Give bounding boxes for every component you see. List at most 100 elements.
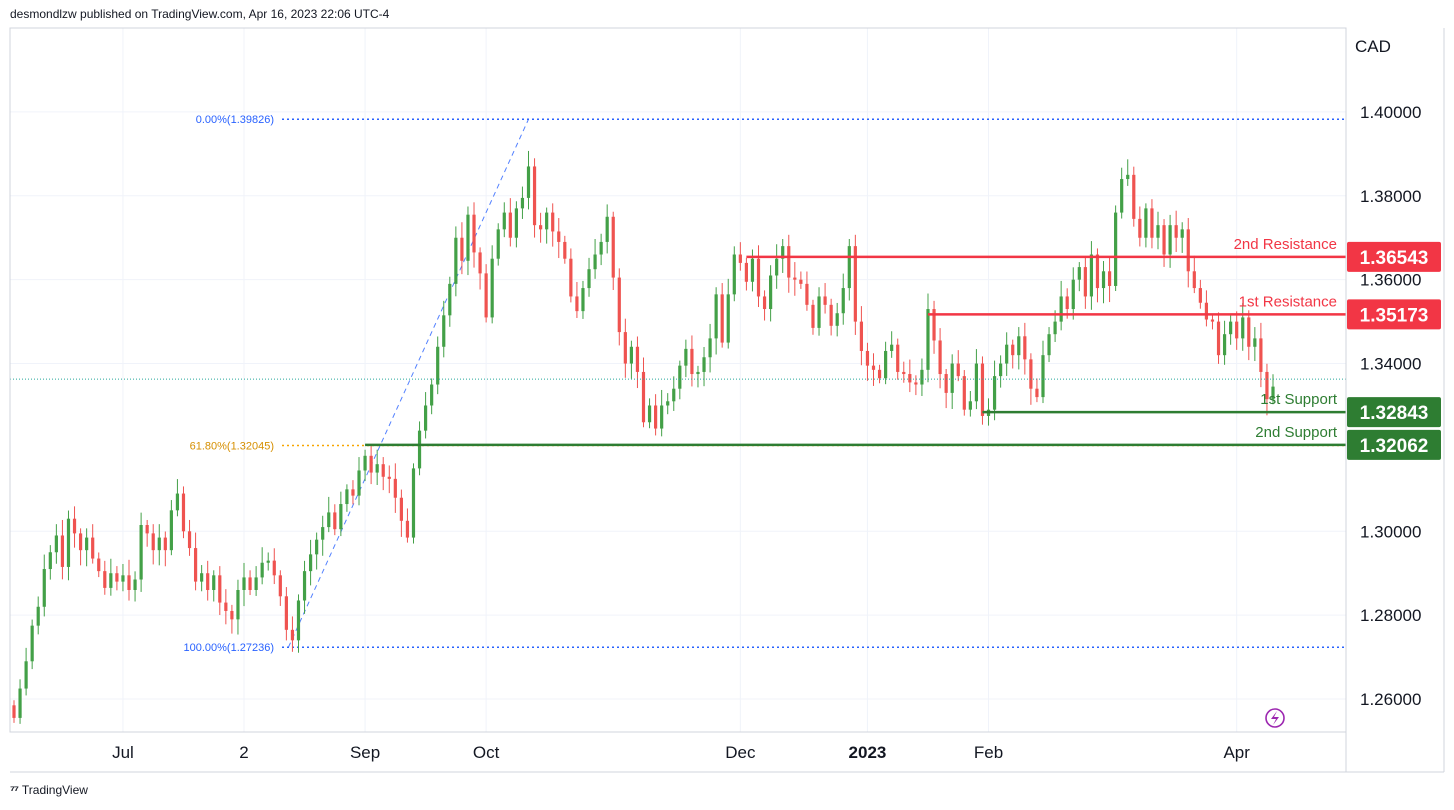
lightning-icon[interactable]	[1265, 708, 1285, 728]
candle-body	[436, 346, 440, 385]
fibonacci-retracement[interactable]: 0.00%(1.39826) 61.80%(1.32045) 100.00%(1.2…	[183, 114, 1346, 654]
candle-body	[1168, 225, 1172, 255]
x-tick-label: 2023	[849, 743, 887, 762]
y-tick-label: 1.34000	[1360, 355, 1421, 374]
candle-body	[932, 309, 936, 341]
candle-body	[248, 577, 252, 590]
y-tick-label-partial: 1.42000	[1360, 19, 1421, 38]
candle-body	[478, 252, 482, 274]
candle-body	[399, 497, 403, 521]
candle-body	[950, 363, 954, 393]
candle-body	[169, 510, 173, 551]
y-tick-label: 1.36000	[1360, 271, 1421, 290]
candle-body	[787, 246, 791, 278]
candle-body	[163, 537, 167, 551]
candle-body	[127, 575, 131, 590]
candle-body	[956, 363, 960, 377]
fib-level-label: 61.80%(1.32045)	[190, 441, 274, 453]
candle-body	[793, 277, 797, 280]
candle-body	[1265, 371, 1269, 400]
candle-body	[308, 554, 313, 572]
candle-body	[877, 369, 882, 379]
candle-body	[1114, 212, 1118, 286]
candle-body	[902, 371, 906, 375]
fib-level-label: 100.00%(1.27236)	[183, 642, 274, 654]
x-axis-ticks: Jul 2 Sep Oct Dec 2023 Feb Apr	[112, 743, 1250, 762]
candle-body	[1174, 225, 1178, 238]
candle-body	[369, 455, 373, 473]
candle-body	[865, 350, 870, 366]
candle-body	[769, 275, 773, 310]
candle-body	[206, 573, 210, 590]
candle-body	[78, 533, 83, 551]
tradingview-logo[interactable]: ⁷⁷ TradingView	[10, 783, 88, 797]
candle-body	[139, 525, 143, 580]
candle-body	[884, 350, 888, 379]
candle-body	[454, 237, 458, 284]
x-tick-label: Oct	[473, 743, 500, 762]
candle-body	[66, 518, 71, 567]
candle-body	[466, 214, 470, 261]
y-tick-label: 1.26000	[1360, 690, 1421, 709]
price-badges: 1.36543 1.35173 1.32843 1.32062	[1347, 241, 1441, 460]
candle-body	[938, 340, 942, 375]
candle-body	[1222, 334, 1227, 356]
support-resistance-levels[interactable]: 2nd Resistance 1st Resistance 1st Support 2…	[10, 236, 1346, 447]
candle-body	[551, 212, 555, 232]
candle-body	[690, 348, 694, 375]
candle-body	[296, 600, 301, 641]
fib-trend-line	[287, 119, 529, 648]
candle-body	[968, 401, 972, 410]
candle-body	[623, 332, 627, 364]
candle-body	[508, 212, 512, 238]
candle-body	[1107, 271, 1112, 286]
candle-body	[387, 476, 391, 479]
candle-body	[672, 388, 676, 402]
candle-body	[1065, 296, 1069, 310]
candle-body	[1180, 229, 1184, 238]
candle-body	[1132, 174, 1136, 219]
candle-body	[133, 579, 137, 590]
candle-body	[115, 573, 119, 582]
price-badge	[1347, 429, 1441, 460]
candle-body	[617, 277, 621, 333]
candle-body	[405, 520, 410, 538]
candle-body	[212, 575, 216, 590]
candle-body	[853, 246, 857, 322]
candle-body	[430, 384, 434, 406]
axes: CAD	[9, 27, 1445, 773]
candle-body	[1162, 225, 1166, 255]
candle-body	[321, 527, 325, 540]
candle-body	[72, 518, 77, 534]
candle-body	[914, 382, 918, 385]
candle-body	[260, 562, 264, 578]
candle-body	[526, 166, 531, 198]
x-tick-label: Jul	[112, 743, 134, 762]
candle-body	[1247, 317, 1251, 347]
candle-body	[926, 309, 930, 370]
candle-body	[1126, 174, 1130, 180]
candle-body	[91, 537, 95, 559]
candle-body	[539, 225, 543, 230]
candle-body	[24, 661, 28, 689]
candle-body	[545, 212, 549, 230]
candle-body	[1035, 388, 1039, 398]
attribution-text: desmondlzw published on TradingView.com,…	[10, 7, 390, 21]
price-badge	[1347, 241, 1441, 272]
candle-body	[1089, 254, 1094, 297]
price-badge-text: 1.35173	[1360, 305, 1429, 326]
candle-body	[284, 596, 288, 630]
candle-body	[42, 569, 46, 607]
candle-body	[472, 214, 476, 253]
candlestick-series	[12, 150, 1275, 724]
candle-body	[720, 294, 724, 343]
candle-body	[647, 405, 652, 423]
candle-body	[575, 296, 579, 312]
candle-body	[532, 166, 537, 226]
price-badge-text: 1.32062	[1360, 436, 1429, 457]
candle-body	[756, 258, 761, 297]
candle-body	[1120, 179, 1124, 213]
candle-body	[1005, 344, 1009, 364]
candle-body	[781, 246, 785, 259]
